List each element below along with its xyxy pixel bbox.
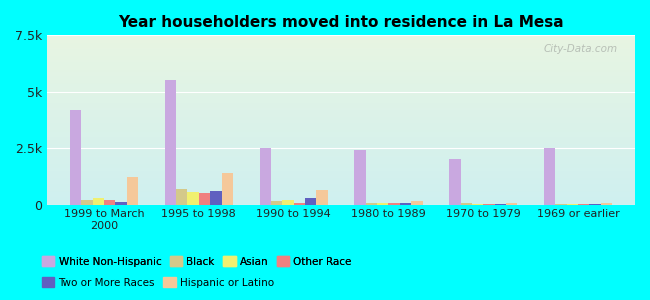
Bar (81, 200, 93, 205)
Bar (484, 204, 495, 205)
Bar (544, 148, 555, 205)
Bar (70, 110, 81, 205)
Legend: Two or More Races, Hispanic or Latino: Two or More Races, Hispanic or Latino (38, 273, 278, 292)
Bar (317, 190, 328, 205)
Bar (294, 203, 305, 205)
Bar (199, 193, 210, 205)
Bar (282, 200, 294, 205)
Bar (222, 173, 233, 205)
Bar (187, 192, 199, 205)
Bar (495, 204, 506, 205)
Bar (567, 204, 578, 205)
Bar (472, 204, 484, 205)
Bar (578, 204, 590, 205)
Title: Year householders moved into residence in La Mesa: Year householders moved into residence i… (118, 15, 564, 30)
Bar (389, 203, 400, 205)
Bar (590, 204, 601, 205)
Bar (601, 203, 612, 205)
Bar (127, 178, 138, 205)
Bar (210, 191, 222, 205)
Bar (506, 203, 517, 205)
Legend: White Non-Hispanic, Black, Asian, Other Race: White Non-Hispanic, Black, Asian, Other … (38, 252, 356, 271)
Bar (411, 201, 422, 205)
Bar (377, 203, 389, 205)
Bar (461, 203, 472, 205)
Bar (354, 150, 366, 205)
Bar (93, 198, 104, 205)
Bar (366, 203, 377, 205)
Bar (104, 200, 116, 205)
Bar (271, 201, 282, 205)
Bar (259, 148, 271, 205)
Bar (400, 203, 411, 205)
Bar (305, 198, 317, 205)
Bar (116, 202, 127, 205)
Bar (164, 80, 176, 205)
Bar (176, 189, 187, 205)
Text: City-Data.com: City-Data.com (543, 44, 618, 54)
Bar (449, 159, 461, 205)
Bar (555, 204, 567, 205)
